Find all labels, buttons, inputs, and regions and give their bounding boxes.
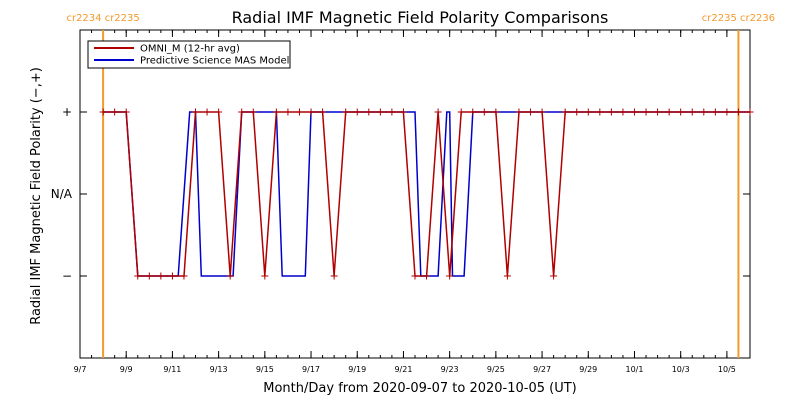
data-point-marker <box>99 108 107 116</box>
data-point-marker <box>665 108 673 116</box>
data-point-marker <box>573 108 581 116</box>
x-tick-label: 9/9 <box>120 365 133 374</box>
x-tick-label: 9/13 <box>210 365 228 374</box>
y-tick-label: N/A <box>51 187 73 201</box>
data-point-marker <box>446 272 454 280</box>
x-tick-label: 9/19 <box>348 365 366 374</box>
data-point-marker <box>168 272 176 280</box>
legend: OMNI_M (12-hr avg)Predictive Science MAS… <box>87 40 291 69</box>
plot-area: 9/7 9/9 9/11 9/13 9/15 9/17 9/19 9/21 9/23 9/25 9/… <box>51 13 775 374</box>
data-point-marker <box>272 108 280 116</box>
data-point-marker <box>203 108 211 116</box>
data-point-marker <box>607 108 615 116</box>
carrington-label: cr2234 cr2235 <box>66 13 139 24</box>
data-point-marker <box>734 108 742 116</box>
data-point-marker <box>630 108 638 116</box>
data-point-marker <box>711 108 719 116</box>
data-point-marker <box>215 108 223 116</box>
x-tick-label: 10/3 <box>672 365 690 374</box>
x-tick-label: 9/23 <box>441 365 459 374</box>
legend-box <box>87 40 291 69</box>
y-tick-label: − <box>62 269 72 283</box>
data-point-marker <box>584 108 592 116</box>
data-point-marker <box>654 108 662 116</box>
data-point-marker <box>642 108 650 116</box>
data-point-marker <box>180 272 188 280</box>
data-point-marker <box>238 108 246 116</box>
y-axis-label: Radial IMF Magnetic Field Polarity (−,+) <box>29 67 44 325</box>
x-tick-label: 9/25 <box>487 365 505 374</box>
data-point-marker <box>469 108 477 116</box>
x-tick-label: 9/15 <box>256 365 274 374</box>
data-point-marker <box>353 108 361 116</box>
data-point-marker <box>423 272 431 280</box>
x-tick-label: 9/29 <box>579 365 597 374</box>
data-point-marker <box>619 108 627 116</box>
carrington-label: cr2235 cr2236 <box>702 13 775 24</box>
data-point-marker <box>550 272 558 280</box>
x-axis-label: Month/Day from 2020-09-07 to 2020-10-05 … <box>263 381 576 396</box>
data-point-marker <box>596 108 604 116</box>
data-point-marker <box>365 108 373 116</box>
data-point-marker <box>319 108 327 116</box>
data-point-marker <box>561 108 569 116</box>
data-point-marker <box>111 108 119 116</box>
data-point-marker <box>261 272 269 280</box>
x-tick-label: 10/1 <box>625 365 643 374</box>
x-tick-label: 10/5 <box>718 365 736 374</box>
legend-label: OMNI_M (12-hr avg) <box>140 44 240 55</box>
y-tick-label: + <box>62 105 72 119</box>
data-point-marker <box>411 272 419 280</box>
data-point-marker <box>295 108 303 116</box>
data-point-marker <box>145 272 153 280</box>
x-tick-label: 9/17 <box>302 365 320 374</box>
data-point-marker <box>480 108 488 116</box>
data-point-marker <box>157 272 165 280</box>
series-line-mas <box>103 111 750 277</box>
data-point-marker <box>515 108 523 116</box>
data-point-marker <box>376 108 384 116</box>
x-tick-label: 9/21 <box>394 365 412 374</box>
data-point-marker <box>399 108 407 116</box>
data-point-marker <box>700 108 708 116</box>
x-tick-label: 9/7 <box>74 365 87 374</box>
data-point-marker <box>492 108 500 116</box>
data-point-marker <box>307 108 315 116</box>
data-point-marker <box>688 108 696 116</box>
data-point-marker <box>192 108 200 116</box>
data-point-marker <box>527 108 535 116</box>
data-point-marker <box>330 272 338 280</box>
chart-title: Radial IMF Magnetic Field Polarity Compa… <box>232 8 609 27</box>
legend-label: Predictive Science MAS Model <box>140 56 289 67</box>
data-point-marker <box>122 108 130 116</box>
data-point-marker <box>457 108 465 116</box>
data-point-marker <box>503 272 511 280</box>
data-point-marker <box>134 272 142 280</box>
data-point-marker <box>434 108 442 116</box>
data-point-marker <box>226 272 234 280</box>
x-tick-label: 9/11 <box>163 365 181 374</box>
data-point-marker <box>388 108 396 116</box>
data-point-marker <box>723 108 731 116</box>
data-point-marker <box>538 108 546 116</box>
data-point-marker <box>746 108 754 116</box>
data-point-marker <box>342 108 350 116</box>
data-point-marker <box>677 108 685 116</box>
x-tick-label: 9/27 <box>533 365 551 374</box>
data-point-marker <box>284 108 292 116</box>
data-point-marker <box>249 108 257 116</box>
